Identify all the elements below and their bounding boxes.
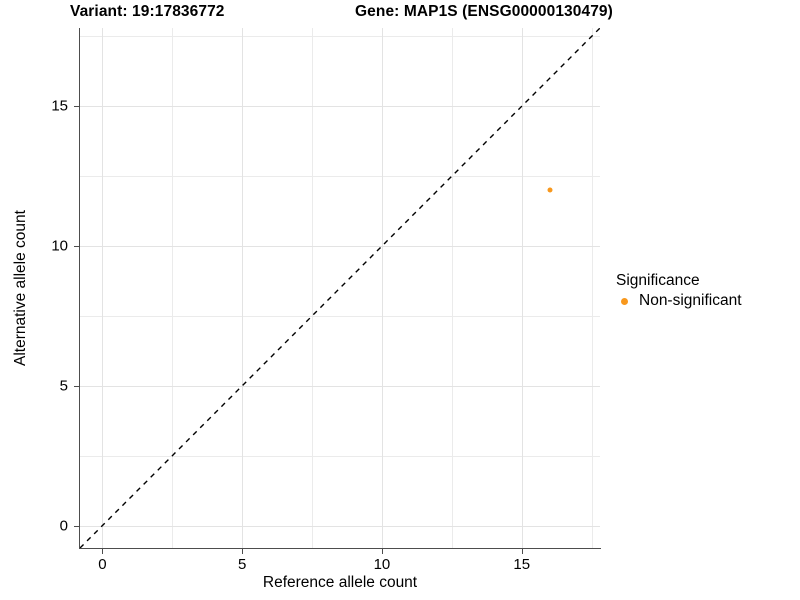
x-axis-tick-label: 15 bbox=[513, 556, 531, 573]
gridline-y-major bbox=[80, 106, 600, 108]
y-axis-tick bbox=[74, 106, 79, 108]
legend-dot bbox=[621, 297, 628, 305]
x-axis-line bbox=[79, 548, 601, 550]
y-axis-line bbox=[79, 28, 81, 549]
y-axis-tick-label: 10 bbox=[51, 237, 68, 255]
y-axis-tick-label: 5 bbox=[59, 377, 68, 395]
figure-title-row: Variant: 19:17836772 Gene: MAP1S (ENSG00… bbox=[0, 0, 800, 28]
x-axis-title: Reference allele count bbox=[262, 574, 418, 591]
y-axis-title: Alternative allele count bbox=[12, 210, 29, 366]
y-axis-tick bbox=[74, 525, 79, 527]
x-axis-tick bbox=[242, 549, 244, 554]
variant-title: Variant: 19:17836772 bbox=[70, 3, 225, 20]
x-axis-tick bbox=[521, 549, 523, 554]
x-axis-tick-label: 10 bbox=[373, 556, 391, 573]
gene-title: Gene: MAP1S (ENSG00000130479) bbox=[355, 3, 613, 20]
data-point[interactable] bbox=[547, 187, 553, 193]
gridline-y-major bbox=[80, 525, 600, 527]
legend-item[interactable]: Non-significant bbox=[616, 292, 742, 310]
legend-marker-circle-icon bbox=[616, 297, 633, 305]
y-axis-tick bbox=[74, 246, 79, 248]
legend-item-label: Non-significant bbox=[639, 292, 742, 309]
gridline-y-major bbox=[80, 385, 600, 387]
x-axis-tick bbox=[102, 549, 104, 554]
x-axis-tick-label: 0 bbox=[98, 556, 107, 573]
legend: Significance Non-significant bbox=[616, 272, 742, 310]
legend-title: Significance bbox=[616, 272, 700, 289]
y-axis-tick-label: 15 bbox=[51, 97, 68, 115]
y-axis-tick-label: 0 bbox=[59, 517, 68, 535]
x-axis-tick bbox=[381, 549, 383, 554]
gridline-y-major bbox=[80, 246, 600, 248]
y-axis-tick bbox=[74, 385, 79, 387]
x-axis-tick-label: 5 bbox=[237, 556, 247, 573]
legend-items: Non-significant bbox=[616, 292, 742, 310]
plot-panel bbox=[80, 28, 600, 548]
